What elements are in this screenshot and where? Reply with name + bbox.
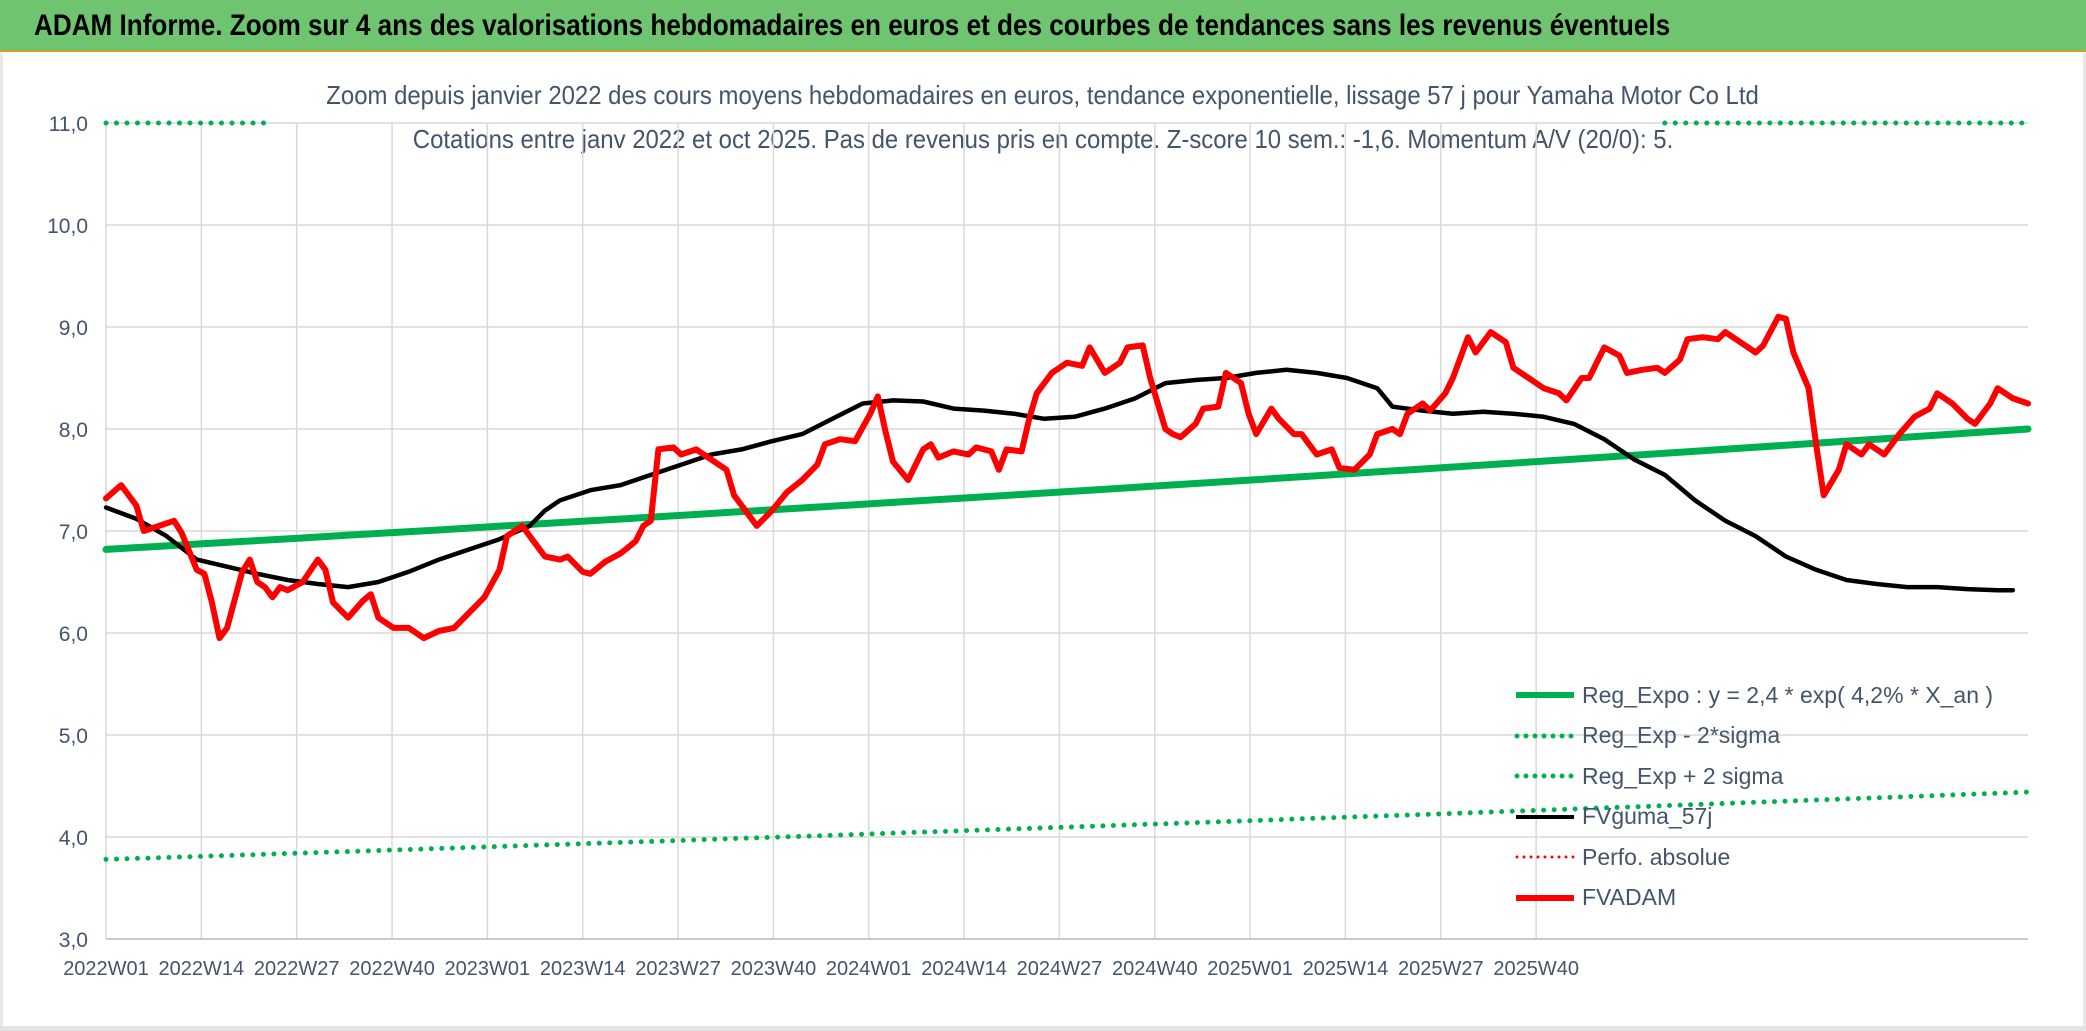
legend-swatch-perfo xyxy=(1514,847,1576,867)
series-reg-expo xyxy=(102,425,2032,553)
legend-swatch-reg-expo xyxy=(1514,685,1576,705)
chart-legend: Reg_Expo : y = 2,4 * exp( 4,2% * X_an ) … xyxy=(1514,675,2034,918)
x-tick-label-2: 2022W27 xyxy=(254,958,340,980)
legend-item-perfo: Perfo. absolue xyxy=(1514,837,2034,878)
x-tick-label-1: 2022W14 xyxy=(159,958,245,980)
legend-label-fvadam: FVADAM xyxy=(1582,884,1677,911)
y-tick-label-2: 5,0 xyxy=(59,725,88,748)
legend-item-reg-expo: Reg_Expo : y = 2,4 * exp( 4,2% * X_an ) xyxy=(1514,675,2034,716)
x-tick-label-0: 2022W01 xyxy=(63,958,149,980)
chart-subtitle: Cotations entre janv 2022 et oct 2025. P… xyxy=(412,124,1674,154)
y-tick-label-7: 10,0 xyxy=(47,215,88,238)
legend-label-reg-exp-minus: Reg_Exp - 2*sigma xyxy=(1582,722,1781,749)
x-tick-label-4: 2023W01 xyxy=(445,958,531,980)
x-tick-label-9: 2024W14 xyxy=(921,958,1007,980)
legend-label-fvguma: FVguma_57j xyxy=(1582,803,1713,830)
y-tick-label-8: 11,0 xyxy=(49,113,88,136)
x-tick-label-14: 2025W27 xyxy=(1398,958,1484,980)
chart-frame xyxy=(0,53,2086,1031)
legend-label-reg-exp-plus: Reg_Exp + 2 sigma xyxy=(1582,762,1784,789)
report-banner: ADAM Informe. Zoom sur 4 ans des valoris… xyxy=(0,0,2086,52)
legend-label-perfo: Perfo. absolue xyxy=(1582,843,1731,870)
x-tick-label-7: 2023W40 xyxy=(731,958,817,980)
x-tick-label-15: 2025W40 xyxy=(1493,958,1579,980)
x-tick-label-8: 2024W01 xyxy=(826,958,912,980)
x-tick-label-12: 2025W01 xyxy=(1207,958,1293,980)
y-tick-label-6: 9,0 xyxy=(59,317,88,340)
legend-swatch-reg-exp-minus xyxy=(1514,726,1576,746)
legend-swatch-reg-exp-plus xyxy=(1514,766,1576,786)
x-tick-label-5: 2023W14 xyxy=(540,958,626,980)
legend-item-reg-exp-minus: Reg_Exp - 2*sigma xyxy=(1514,716,2034,757)
series-fvadam xyxy=(103,313,2031,642)
series-fvguma-57j xyxy=(103,367,2016,593)
y-tick-label-1: 4,0 xyxy=(59,827,88,850)
x-tick-label-11: 2024W40 xyxy=(1112,958,1198,980)
legend-item-reg-exp-plus: Reg_Exp + 2 sigma xyxy=(1514,756,2034,797)
legend-swatch-fvadam xyxy=(1514,888,1576,908)
legend-item-fvguma: FVguma_57j xyxy=(1514,797,2034,838)
chart-title: Zoom depuis janvier 2022 des cours moyen… xyxy=(326,80,1760,110)
x-tick-label-13: 2025W14 xyxy=(1303,958,1389,980)
y-tick-label-4: 7,0 xyxy=(59,521,88,544)
y-tick-label-3: 6,0 xyxy=(59,623,88,646)
legend-swatch-fvguma xyxy=(1514,807,1576,827)
y-tick-label-0: 3,0 xyxy=(59,929,88,952)
x-tick-label-10: 2024W27 xyxy=(1017,958,1103,980)
x-tick-label-6: 2023W27 xyxy=(635,958,721,980)
legend-label-reg-expo: Reg_Expo : y = 2,4 * exp( 4,2% * X_an ) xyxy=(1582,681,1994,708)
bottom-rule xyxy=(0,1026,2086,1031)
y-tick-label-5: 8,0 xyxy=(59,419,88,442)
report-title: ADAM Informe. Zoom sur 4 ans des valoris… xyxy=(34,9,1671,42)
x-tick-label-3: 2022W40 xyxy=(349,958,435,980)
legend-item-fvadam: FVADAM xyxy=(1514,878,2034,919)
